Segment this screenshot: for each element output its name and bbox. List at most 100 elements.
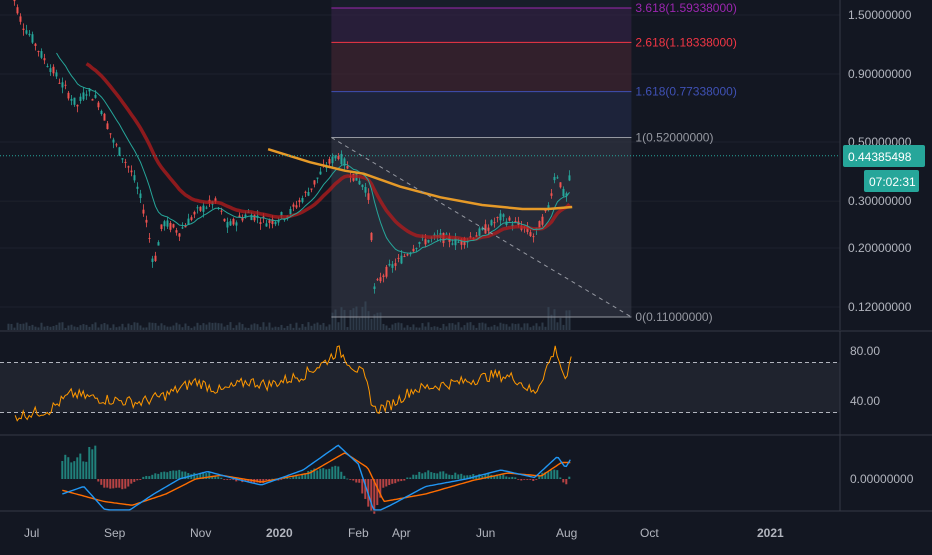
macd-hist-bar (508, 477, 511, 479)
macd-hist-bar (544, 472, 547, 479)
candle-body (445, 233, 448, 235)
volume-bar (508, 326, 511, 330)
candle-body (493, 222, 496, 224)
volume-bar (160, 323, 163, 330)
candle-body (154, 255, 157, 262)
macd-hist-bar (358, 479, 361, 483)
macd-hist-bar (553, 469, 556, 479)
macd-hist-bar (94, 445, 97, 479)
candle-body (328, 158, 331, 164)
macd-hist-bar (121, 479, 124, 490)
volume-bar (16, 322, 19, 330)
candle-body (259, 222, 262, 224)
macd-hist-bar (418, 471, 421, 479)
candle-body (109, 133, 112, 135)
time-axis[interactable]: Jul Sep Nov 2020 Feb Apr Jun Aug Oct 202… (0, 510, 932, 540)
volume-bar (145, 327, 148, 330)
fib-retracement-box[interactable] (331, 0, 632, 318)
time-label-jul: Jul (24, 526, 39, 540)
candle-body (142, 209, 145, 214)
rsi-tick-40: 40.00 (850, 394, 880, 408)
macd-hist-bar (64, 454, 67, 479)
candle-body (400, 255, 403, 264)
candle-body (469, 236, 472, 238)
macd-hist-bar (331, 466, 334, 479)
candle-body (373, 286, 376, 290)
candle-body (85, 94, 88, 96)
volume-bar (547, 307, 550, 330)
macd-hist-bar (316, 470, 319, 479)
volume-bar (25, 322, 28, 330)
volume-bar (43, 326, 46, 330)
macd-hist-bar (292, 476, 295, 479)
candle-body (265, 223, 268, 227)
macd-hist-bar (328, 468, 331, 479)
candle-body (160, 224, 163, 229)
volume-bar (196, 322, 199, 330)
macd-hist-bar (172, 470, 175, 479)
volume-bar (115, 327, 118, 330)
volume-bar (478, 322, 481, 330)
macd-hist-bar (169, 470, 172, 479)
candle-body (292, 204, 295, 207)
candle-body (532, 236, 535, 238)
volume-bar (268, 322, 271, 330)
volume-bar (385, 325, 388, 330)
price-axis[interactable]: 1.500000000.900000000.500000000.30000000… (839, 0, 925, 330)
macd-panel[interactable]: 0.00000000 (61, 435, 914, 514)
macd-hist-bar (451, 475, 454, 479)
rsi-panel[interactable]: 80.00 40.00 (0, 331, 880, 435)
candle-body (73, 97, 76, 105)
macd-hist-bar (517, 479, 520, 480)
volume-bar (151, 322, 154, 330)
candle-body (397, 257, 400, 259)
fib-lines[interactable]: 3.618(1.59338000) 2.618(1.18338000) 1.618(… (331, 1, 737, 324)
candle-body (496, 217, 499, 219)
macd-hist-bar (133, 479, 136, 482)
candles (13, 0, 571, 294)
volume-bar (148, 322, 151, 330)
candle-body (187, 218, 190, 225)
price-panel[interactable]: 3.618(1.59338000) 2.618(1.18338000) 1.618(… (0, 0, 840, 330)
candle-body (379, 277, 382, 282)
descending-trendline[interactable] (331, 137, 632, 318)
macd-hist-bar (385, 479, 388, 487)
macd-hist-bar (556, 470, 559, 479)
volume-bar (100, 324, 103, 330)
candle-body (406, 254, 409, 256)
volume-bar (412, 324, 415, 330)
candle-body (106, 123, 109, 130)
candle-body (139, 193, 142, 199)
macd-hist-bar (268, 479, 271, 481)
volume-bar (337, 322, 340, 330)
volume-bar (220, 323, 223, 330)
macd-hist-bar (481, 475, 484, 479)
candle-body (415, 247, 418, 249)
volume-bar (517, 323, 520, 330)
macd-hist-bar (340, 471, 343, 479)
volume-bar (403, 327, 406, 330)
volume-bar (19, 323, 22, 330)
macd-hist-bar (370, 479, 373, 511)
volume-bar (211, 322, 214, 330)
volume-bar (103, 323, 106, 330)
volume-bar (457, 322, 460, 330)
fib-band (331, 42, 632, 92)
volume-bar (316, 322, 319, 330)
macd-hist-bar (235, 479, 238, 482)
macd-hist-bar (364, 479, 367, 499)
volume-bar (190, 327, 193, 330)
volume-bar (139, 325, 142, 330)
volume-bar (487, 327, 490, 330)
macd-hist-bar (109, 479, 112, 489)
candle-body (19, 16, 22, 22)
macd-hist-bar (310, 469, 313, 479)
macd-hist-bar (505, 476, 508, 479)
candle-body (103, 113, 106, 121)
volume-bar (307, 322, 310, 330)
macd-hist-bar (391, 479, 394, 484)
candle-body (46, 66, 49, 68)
macd-hist-bar (361, 479, 364, 494)
